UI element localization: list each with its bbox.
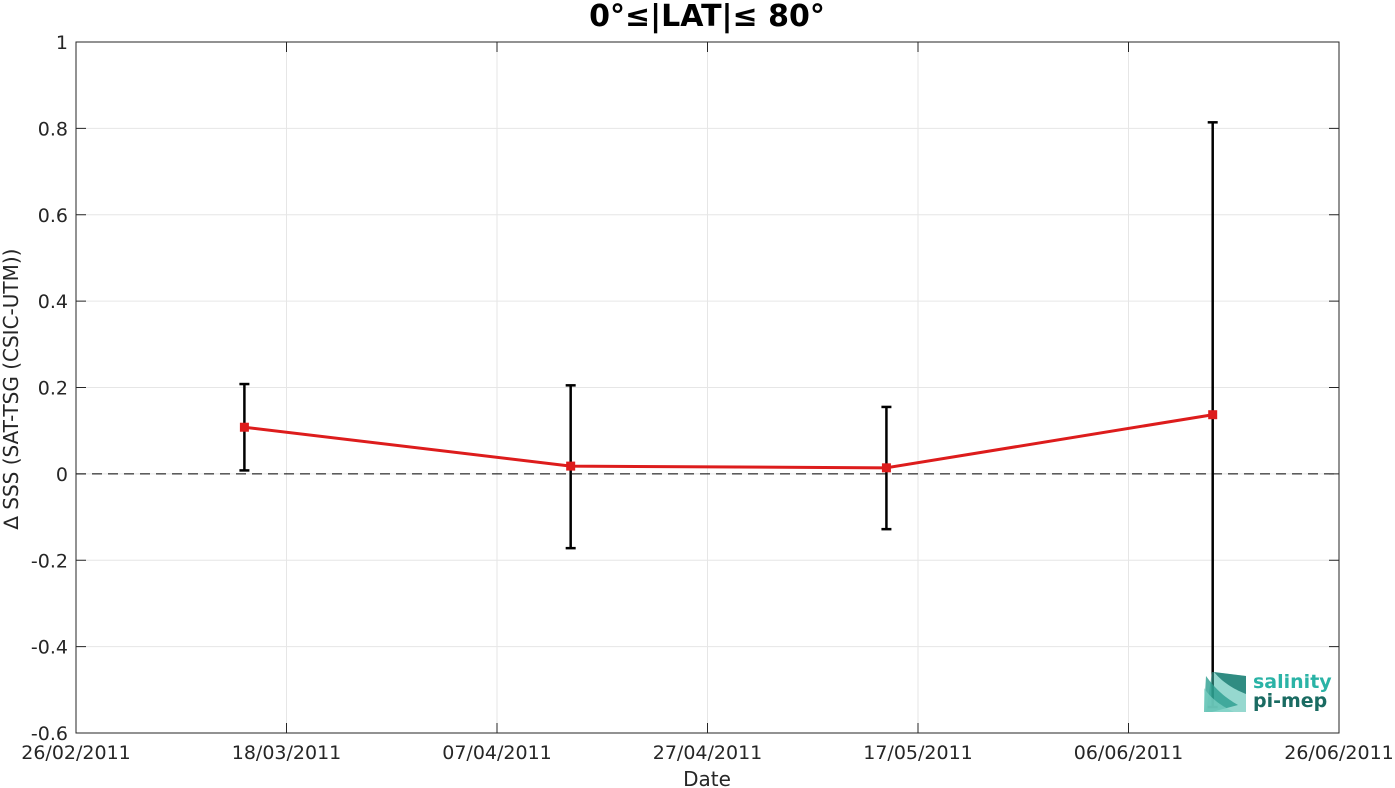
y-tick-label: 0 [56, 464, 68, 486]
y-tick-label: -0.2 [31, 550, 68, 572]
x-tick-label: 17/05/2011 [863, 742, 973, 764]
y-axis: -0.6 -0.4 -0.2 0 0.2 0.4 0.6 0.8 1 [31, 32, 1339, 745]
data-series [244, 413, 1213, 470]
y-tick-label: -0.4 [31, 637, 68, 659]
x-tick-label: 26/06/2011 [1284, 742, 1394, 764]
salinity-pi-mep-logo: salinity pi-mep [1204, 671, 1332, 712]
y-tick-label: -0.6 [31, 723, 68, 745]
x-axis: 26/02/2011 18/03/2011 07/04/2011 27/04/2011… [21, 42, 1394, 764]
wave-logo-icon [1204, 672, 1246, 712]
logo-text-pi-mep: pi-mep [1253, 690, 1327, 712]
logo-text-salinity: salinity [1253, 671, 1332, 693]
y-tick-label: 1 [56, 32, 68, 54]
y-tick-label: 0.8 [38, 118, 68, 140]
x-tick-label: 06/06/2011 [1074, 742, 1184, 764]
data-point-marker [881, 463, 891, 473]
chart-title: 0°≤|LAT|≤ 80° [589, 0, 825, 34]
data-point-marker [566, 461, 576, 471]
data-point-marker [1208, 410, 1218, 420]
x-axis-label: Date [683, 767, 731, 788]
x-tick-label: 07/04/2011 [442, 742, 552, 764]
data-point-marker [239, 422, 249, 432]
y-axis-label: ∆ SSS (SAT-TSG (CSIC-UTM)) [0, 249, 23, 531]
y-tick-label: 0.4 [38, 291, 68, 313]
markers [239, 410, 1218, 473]
series-line [244, 413, 1213, 470]
y-tick-label: 0.2 [38, 378, 68, 400]
y-tick-label: 0.6 [38, 205, 68, 227]
x-tick-label: 27/04/2011 [653, 742, 763, 764]
x-tick-label: 26/02/2011 [21, 742, 131, 764]
x-tick-label: 18/03/2011 [232, 742, 342, 764]
